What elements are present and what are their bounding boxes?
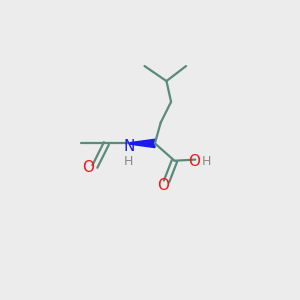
Text: H: H [124, 155, 133, 168]
Polygon shape [130, 139, 155, 148]
Text: O: O [188, 154, 200, 169]
Text: H: H [202, 155, 212, 168]
Text: O: O [157, 178, 169, 193]
Text: N: N [123, 140, 135, 154]
Text: O: O [82, 160, 94, 175]
